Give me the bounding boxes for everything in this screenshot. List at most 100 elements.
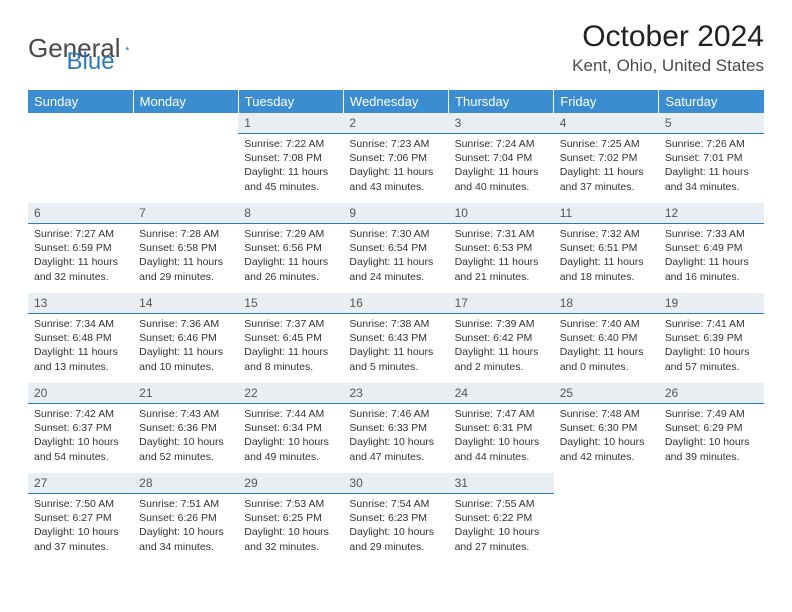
day-line: and 49 minutes. [244,450,337,464]
day-line: Sunset: 6:53 PM [455,241,548,255]
day-line: and 8 minutes. [244,360,337,374]
day-line: and 39 minutes. [665,450,758,464]
day-line: Daylight: 11 hours [244,165,337,179]
day-content: Sunrise: 7:54 AMSunset: 6:23 PMDaylight:… [343,494,448,560]
day-content: Sunrise: 7:41 AMSunset: 6:39 PMDaylight:… [659,314,764,380]
day-content: Sunrise: 7:37 AMSunset: 6:45 PMDaylight:… [238,314,343,380]
day-content: Sunrise: 7:34 AMSunset: 6:48 PMDaylight:… [28,314,133,380]
day-line: Daylight: 10 hours [34,525,127,539]
day-line: Sunset: 6:43 PM [349,331,442,345]
day-number: 11 [554,203,659,224]
calendar-day-cell: 6Sunrise: 7:27 AMSunset: 6:59 PMDaylight… [28,203,133,293]
day-number: 3 [449,113,554,134]
day-number: 28 [133,473,238,494]
day-line: Sunrise: 7:31 AM [455,227,548,241]
day-line: Daylight: 11 hours [455,345,548,359]
day-number: 12 [659,203,764,224]
day-line: Daylight: 11 hours [560,255,653,269]
day-line: and 52 minutes. [139,450,232,464]
day-number: 7 [133,203,238,224]
day-line: and 40 minutes. [455,180,548,194]
calendar-day-cell: . [659,473,764,563]
day-line: Sunset: 6:40 PM [560,331,653,345]
day-line: Daylight: 11 hours [349,165,442,179]
calendar-week-row: 27Sunrise: 7:50 AMSunset: 6:27 PMDayligh… [28,473,764,563]
day-line: Sunrise: 7:33 AM [665,227,758,241]
day-line: Daylight: 10 hours [455,525,548,539]
day-line: and 26 minutes. [244,270,337,284]
day-number: 15 [238,293,343,314]
day-line: Sunrise: 7:26 AM [665,137,758,151]
calendar-day-cell: 23Sunrise: 7:46 AMSunset: 6:33 PMDayligh… [343,383,448,473]
day-line: Sunset: 6:22 PM [455,511,548,525]
calendar-day-cell: 9Sunrise: 7:30 AMSunset: 6:54 PMDaylight… [343,203,448,293]
day-content: Sunrise: 7:39 AMSunset: 6:42 PMDaylight:… [449,314,554,380]
day-line: and 13 minutes. [34,360,127,374]
calendar-day-cell: 30Sunrise: 7:54 AMSunset: 6:23 PMDayligh… [343,473,448,563]
day-line: and 54 minutes. [34,450,127,464]
calendar-week-row: 6Sunrise: 7:27 AMSunset: 6:59 PMDaylight… [28,203,764,293]
day-line: and 45 minutes. [244,180,337,194]
calendar-day-cell: 19Sunrise: 7:41 AMSunset: 6:39 PMDayligh… [659,293,764,383]
day-content: Sunrise: 7:55 AMSunset: 6:22 PMDaylight:… [449,494,554,560]
day-number: 6 [28,203,133,224]
calendar-day-cell: 1Sunrise: 7:22 AMSunset: 7:08 PMDaylight… [238,113,343,203]
day-number: 5 [659,113,764,134]
day-line: Sunrise: 7:51 AM [139,497,232,511]
day-line: Daylight: 11 hours [244,345,337,359]
day-content: Sunrise: 7:50 AMSunset: 6:27 PMDaylight:… [28,494,133,560]
day-line: Sunrise: 7:53 AM [244,497,337,511]
day-line: Sunrise: 7:37 AM [244,317,337,331]
weekday-header: Wednesday [343,90,448,113]
day-content: Sunrise: 7:47 AMSunset: 6:31 PMDaylight:… [449,404,554,470]
day-line: Sunrise: 7:22 AM [244,137,337,151]
day-line: Daylight: 11 hours [34,345,127,359]
day-line: Sunrise: 7:29 AM [244,227,337,241]
calendar-day-cell: 25Sunrise: 7:48 AMSunset: 6:30 PMDayligh… [554,383,659,473]
day-line: Sunrise: 7:43 AM [139,407,232,421]
day-content: Sunrise: 7:26 AMSunset: 7:01 PMDaylight:… [659,134,764,200]
day-line: Sunset: 6:23 PM [349,511,442,525]
day-line: Sunrise: 7:30 AM [349,227,442,241]
day-line: and 10 minutes. [139,360,232,374]
calendar-day-cell: 5Sunrise: 7:26 AMSunset: 7:01 PMDaylight… [659,113,764,203]
day-content: Sunrise: 7:36 AMSunset: 6:46 PMDaylight:… [133,314,238,380]
day-line: Sunset: 6:48 PM [34,331,127,345]
day-number: 13 [28,293,133,314]
day-line: Sunset: 7:08 PM [244,151,337,165]
day-line: and 21 minutes. [455,270,548,284]
day-content: Sunrise: 7:28 AMSunset: 6:58 PMDaylight:… [133,224,238,290]
day-line: Sunset: 6:34 PM [244,421,337,435]
calendar-day-cell: 8Sunrise: 7:29 AMSunset: 6:56 PMDaylight… [238,203,343,293]
day-line: and 47 minutes. [349,450,442,464]
day-line: Daylight: 11 hours [349,345,442,359]
calendar-day-cell: 15Sunrise: 7:37 AMSunset: 6:45 PMDayligh… [238,293,343,383]
day-number: 14 [133,293,238,314]
day-content: Sunrise: 7:51 AMSunset: 6:26 PMDaylight:… [133,494,238,560]
day-content: Sunrise: 7:43 AMSunset: 6:36 PMDaylight:… [133,404,238,470]
day-line: Sunset: 6:51 PM [560,241,653,255]
calendar-day-cell: . [133,113,238,203]
day-number: 29 [238,473,343,494]
brand-part2: Blue [67,48,115,76]
day-number: 21 [133,383,238,404]
day-line: and 57 minutes. [665,360,758,374]
day-line: Sunset: 6:45 PM [244,331,337,345]
day-line: Sunset: 6:39 PM [665,331,758,345]
day-content: Sunrise: 7:31 AMSunset: 6:53 PMDaylight:… [449,224,554,290]
day-line: Sunrise: 7:27 AM [34,227,127,241]
day-number: 19 [659,293,764,314]
day-line: Sunset: 7:02 PM [560,151,653,165]
title-block: October 2024 Kent, Ohio, United States [572,20,764,76]
day-line: Sunset: 6:58 PM [139,241,232,255]
day-number: 10 [449,203,554,224]
day-line: Sunset: 6:42 PM [455,331,548,345]
day-content: Sunrise: 7:38 AMSunset: 6:43 PMDaylight:… [343,314,448,380]
day-number: 2 [343,113,448,134]
day-line: and 34 minutes. [665,180,758,194]
calendar-day-cell: 26Sunrise: 7:49 AMSunset: 6:29 PMDayligh… [659,383,764,473]
weekday-header: Tuesday [238,90,343,113]
day-line: Sunset: 6:27 PM [34,511,127,525]
day-line: and 16 minutes. [665,270,758,284]
day-line: Daylight: 10 hours [665,345,758,359]
